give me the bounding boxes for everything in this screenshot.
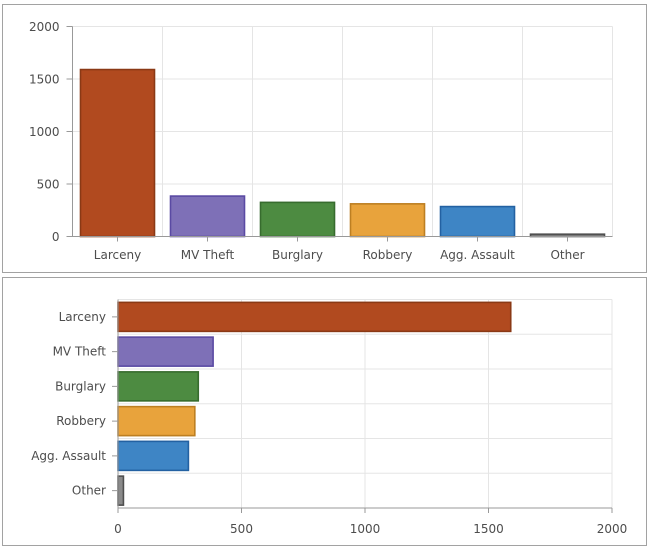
bar-agg-assault xyxy=(439,205,516,238)
x-axis-tick-label: 0 xyxy=(114,522,122,536)
bar-mv-theft xyxy=(169,195,246,238)
horizontal-bar-chart-panel: 0 500 1000 1500 2000 Larceny MV Theft Burglary R… xyxy=(2,277,647,546)
category-label: Larceny xyxy=(94,248,141,262)
x-axis-tick-label: 2000 xyxy=(597,522,628,536)
bar-burglary xyxy=(259,201,336,238)
bar-larceny xyxy=(79,68,156,238)
bar-mv-theft xyxy=(117,336,214,367)
bar-robbery xyxy=(117,405,196,437)
bar-other xyxy=(117,475,125,506)
y-axis-tick-label: 1500 xyxy=(29,73,60,87)
category-label: MV Theft xyxy=(181,248,235,262)
category-label: Robbery xyxy=(56,414,106,428)
y-axis-tick-label: 0 xyxy=(52,230,60,244)
horizontal-bar-chart: 0 500 1000 1500 2000 Larceny MV Theft Burglary R… xyxy=(31,299,628,536)
vertical-bar-chart: 0 500 1000 1500 2000 Larceny MV Theft Burglary R… xyxy=(29,20,613,262)
bar-larceny xyxy=(117,301,512,333)
category-label: Larceny xyxy=(59,310,106,324)
y-axis-tick-label: 1000 xyxy=(29,125,60,139)
vertical-bar-chart-panel: 0 500 1000 1500 2000 Larceny MV Theft Burglary R… xyxy=(2,4,647,273)
category-label: Agg. Assault xyxy=(440,248,515,262)
bar-burglary xyxy=(117,371,200,402)
y-axis-tick-label: 2000 xyxy=(29,20,60,34)
category-label: Other xyxy=(550,248,584,262)
x-axis-tick-label: 1000 xyxy=(350,522,381,536)
bar-robbery xyxy=(349,203,426,238)
y-axis-tick-label: 500 xyxy=(37,178,60,192)
x-axis-tick-label: 1500 xyxy=(473,522,504,536)
category-label: Burglary xyxy=(272,248,323,262)
category-label: Agg. Assault xyxy=(31,449,106,463)
category-label: Other xyxy=(72,484,106,498)
bar-agg-assault xyxy=(117,440,190,472)
category-label: Robbery xyxy=(363,248,413,262)
category-label: Burglary xyxy=(55,379,106,393)
x-axis-tick-label: 500 xyxy=(230,522,253,536)
category-label: MV Theft xyxy=(53,345,107,359)
